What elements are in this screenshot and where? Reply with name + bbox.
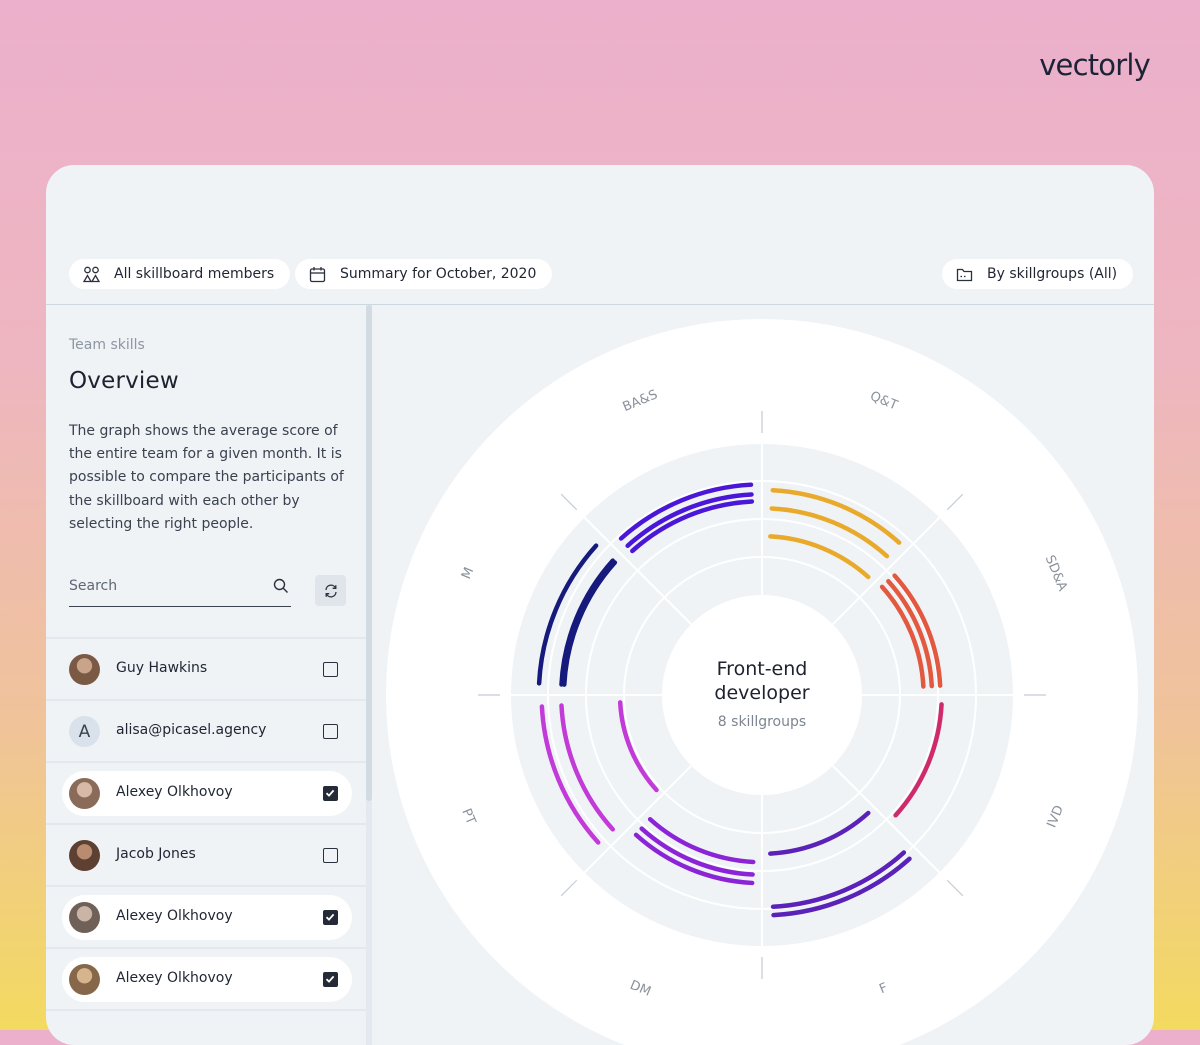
radial-chart-svg: Q&TSD&AIVDFDMPTMBA&SFront-enddeveloper8 …: [386, 319, 1138, 1045]
member-name: Alexey Olkhovoy: [116, 784, 233, 800]
list-separator: [46, 699, 368, 701]
chart-skill-arc: [770, 850, 907, 909]
member-name: Jacob Jones: [116, 846, 196, 862]
member-row-highlight: [62, 895, 352, 940]
category-label: PT: [458, 807, 478, 827]
chart-sector-tick: [946, 493, 964, 511]
calendar-icon: [309, 266, 326, 282]
sidebar-scrollbar-thumb[interactable]: [366, 305, 372, 801]
member-checkbox[interactable]: [323, 848, 338, 863]
member-checkbox[interactable]: [323, 786, 338, 801]
member-row[interactable]: Alexey Olkhovoy: [46, 887, 368, 947]
member-checkbox[interactable]: [323, 724, 338, 739]
chart-skill-arc: [617, 700, 659, 793]
avatar: [69, 902, 100, 933]
search-icon[interactable]: [273, 578, 289, 594]
skills-radial-chart: Q&T SD&A IVD F DM PT M BA&S Front-end developer 8 …: [371, 305, 1154, 1045]
sidebar: Team skills Overview The graph shows the…: [46, 305, 368, 1045]
refresh-icon: [324, 584, 337, 597]
avatar: [69, 654, 100, 685]
member-checkbox[interactable]: [323, 662, 338, 677]
list-separator: [46, 947, 368, 949]
chart-skill-arc: [879, 584, 926, 689]
chart-skill-arc: [536, 543, 599, 686]
main-card: All skillboard members Summary for Octob…: [46, 165, 1154, 1045]
member-name: Guy Hawkins: [116, 660, 208, 676]
refresh-button[interactable]: [315, 575, 346, 606]
list-separator: [46, 1009, 368, 1011]
brand-logo: vectorly: [1039, 48, 1151, 82]
chart-sector-divider: [832, 516, 941, 625]
member-row[interactable]: Alexey Olkhovoy: [46, 763, 368, 823]
summary-period-chip[interactable]: Summary for October, 2020: [295, 259, 553, 289]
chart-skill-arc: [886, 579, 935, 689]
chart-sector-tick: [946, 879, 964, 897]
chart-skill-arc: [639, 826, 755, 877]
center-title-line2: developer: [714, 682, 809, 704]
chart-skill-arc: [562, 560, 618, 687]
chart-skill-arc: [892, 573, 943, 688]
avatar: [69, 840, 100, 871]
chart-skill-arc: [633, 832, 755, 886]
chart-skill-arc: [768, 810, 871, 856]
chart-skill-arc: [559, 703, 616, 832]
chart-skill-arc: [647, 817, 756, 865]
member-row-highlight: [62, 771, 352, 816]
list-separator: [46, 885, 368, 887]
avatar: [69, 778, 100, 809]
summary-period-label: Summary for October, 2020: [340, 266, 537, 282]
members-filter-chip[interactable]: All skillboard members: [69, 259, 291, 289]
chart-center-disc: [662, 595, 862, 795]
chart-skill-arc: [630, 499, 755, 554]
avatar: [69, 964, 100, 995]
chart-skill-arc: [893, 702, 944, 818]
chart-skill-arc: [559, 558, 616, 687]
center-subtitle: 8 skillgroups: [718, 714, 806, 730]
member-name: Alexey Olkhovoy: [116, 970, 233, 986]
chart-skill-arc: [769, 506, 890, 559]
center-title-line1: Front-end: [717, 658, 808, 680]
member-row-highlight: [62, 957, 352, 1002]
member-row[interactable]: Guy Hawkins: [46, 639, 368, 699]
list-separator: [46, 823, 368, 825]
chart-sector-divider: [583, 516, 692, 625]
members-icon: [83, 266, 100, 282]
list-separator: [46, 761, 368, 763]
folder-icon: [956, 268, 973, 281]
member-row[interactable]: Jacob Jones: [46, 825, 368, 885]
chart-sector-tick: [560, 493, 578, 511]
chart-sector-divider: [832, 765, 941, 874]
member-checkbox[interactable]: [323, 972, 338, 987]
section-eyebrow: Team skills: [69, 337, 145, 353]
category-label: M: [459, 565, 477, 581]
member-search: [69, 571, 291, 607]
skillgroups-filter-chip[interactable]: By skillgroups (All): [942, 259, 1134, 289]
toolbar: All skillboard members Summary for Octob…: [46, 165, 1154, 305]
search-input[interactable]: [69, 571, 259, 601]
chart-skill-arc: [539, 704, 601, 845]
chart-skill-arc: [771, 856, 912, 918]
member-checkbox[interactable]: [323, 910, 338, 925]
overview-description: The graph shows the average score of the…: [69, 423, 344, 532]
chart-sector-divider: [583, 765, 692, 874]
chart-skill-arc: [625, 492, 754, 549]
member-row[interactable]: Alexey Olkhovoy: [46, 949, 368, 1009]
list-separator: [46, 637, 368, 639]
page-title: Overview: [69, 368, 179, 394]
chart-skill-arc: [770, 488, 902, 545]
chart-skill-arc: [618, 482, 754, 541]
member-name: alisa@picasel.agency: [116, 722, 267, 738]
skillgroups-filter-label: By skillgroups (All): [987, 266, 1118, 282]
chart-skill-arc: [768, 534, 871, 580]
avatar-initial: A: [69, 716, 100, 747]
chart-sector-tick: [560, 879, 578, 897]
members-filter-label: All skillboard members: [114, 266, 275, 282]
member-name: Alexey Olkhovoy: [116, 908, 233, 924]
